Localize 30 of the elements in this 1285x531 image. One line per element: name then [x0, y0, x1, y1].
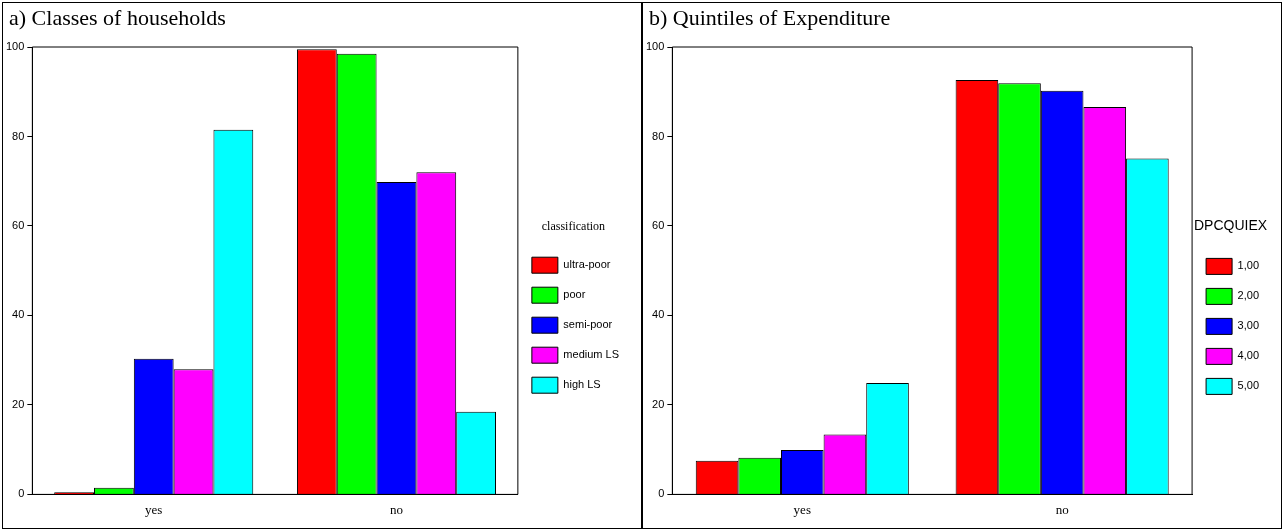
y-tick-label: 80	[12, 129, 25, 142]
legend-label: 2,00	[1237, 289, 1260, 302]
legend-label: ultra-poor	[563, 258, 611, 271]
legend-label: 1,00	[1237, 259, 1260, 272]
y-tick-label: 100	[5, 40, 25, 53]
y-tick-label: 0	[658, 487, 665, 500]
y-tick-label: 60	[652, 218, 665, 231]
chart-title: b) Quintiles of Expenditure	[648, 4, 892, 32]
legend-label: 4,00	[1237, 349, 1260, 362]
legend-label: poor	[563, 288, 586, 301]
x-tick-label: yes	[145, 501, 163, 517]
legend-label: 5,00	[1237, 379, 1260, 392]
legend-label: semi-poor	[563, 318, 613, 331]
y-tick-label: 80	[652, 129, 665, 142]
legend-label: 3,00	[1237, 319, 1260, 332]
y-tick-label: 40	[12, 308, 25, 321]
y-tick-label: 40	[652, 308, 665, 321]
legend-label: medium LS	[563, 348, 620, 361]
x-tick-label: no	[389, 501, 403, 517]
y-tick-label: 0	[18, 487, 25, 500]
x-tick-label: yes	[793, 501, 811, 517]
legend-title: DPCQUIEX	[1193, 217, 1268, 234]
legend-label: high LS	[563, 378, 601, 391]
legend-title: classification	[541, 218, 606, 233]
y-tick-label: 20	[12, 397, 25, 410]
y-tick-label: 20	[652, 397, 665, 410]
y-tick-label: 100	[645, 40, 665, 53]
chart-title: a) Classes of households	[8, 4, 227, 32]
x-tick-label: no	[1055, 501, 1069, 517]
y-tick-label: 60	[12, 218, 25, 231]
